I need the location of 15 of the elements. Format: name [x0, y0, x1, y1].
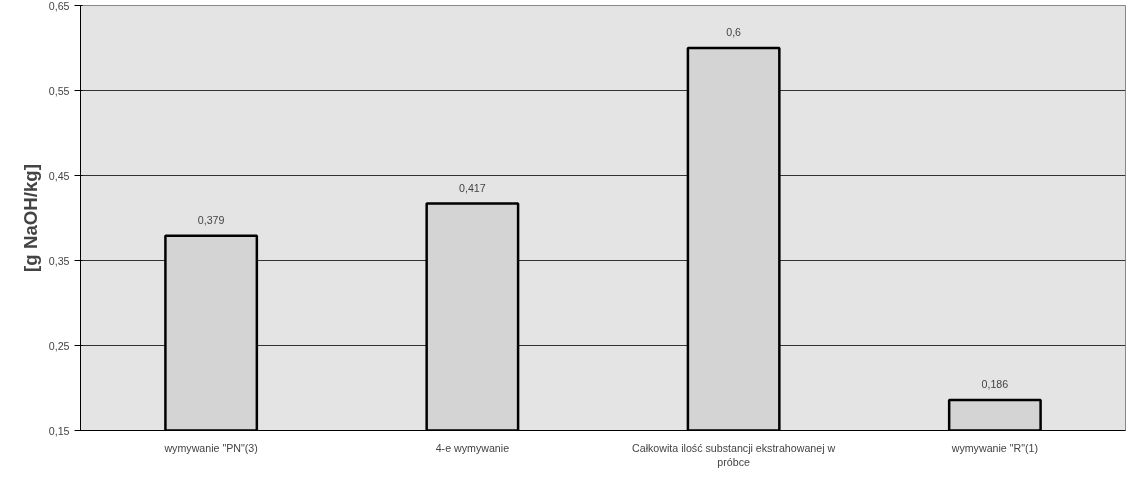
x-tick-label: Całkowita ilość substancji ekstrahowanej w próbce: [632, 441, 836, 468]
data-label: 0,379: [197, 213, 225, 226]
y-tick-label: 0,55: [48, 84, 70, 97]
data-label: 0,186: [981, 377, 1009, 390]
y-tick-label: 0,25: [48, 339, 70, 352]
y-tick-label: 0,35: [48, 254, 70, 267]
y-tick-label: 0,45: [48, 169, 70, 182]
data-label: 0,417: [459, 181, 486, 194]
y-tick-label: 0,15: [48, 424, 70, 437]
data-label: 0,6: [726, 26, 742, 38]
y-axis-title: [g NaOH/kg]: [19, 164, 41, 272]
y-tick-label: 0,65: [48, 0, 70, 12]
x-tick-label: 4-e wymywanie: [435, 441, 510, 454]
x-tick-label: wymywanie "R"(1): [950, 441, 1039, 454]
x-tick-label: wymywanie "PN"(3): [163, 441, 258, 454]
